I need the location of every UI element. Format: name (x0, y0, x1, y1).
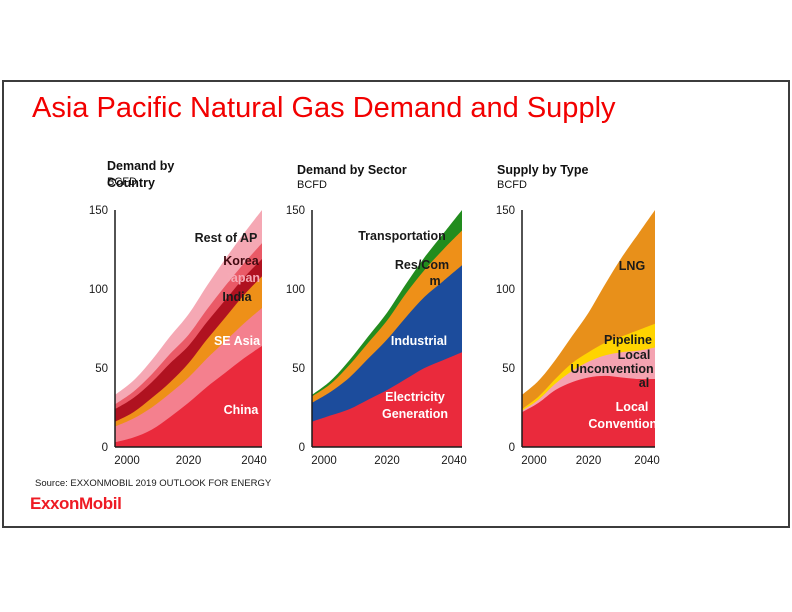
series-label-local-unconventional: Local (618, 348, 651, 362)
slide: Asia Pacific Natural Gas Demand and Supp… (2, 80, 790, 528)
series-label-korea: Korea (223, 254, 259, 268)
series-label-transportation: Transportation (358, 229, 446, 243)
supply-by-type-chart: 0 50 100 150 2000 2020 2040 Local Conventional Lo… (496, 205, 668, 467)
y-tick-label: 100 (286, 284, 305, 296)
series-label-india: India (222, 290, 252, 304)
y-tick-label: 0 (102, 442, 108, 454)
source-text: Source: EXXONMOBIL 2019 OUTLOOK FOR ENER… (35, 478, 272, 489)
area-china (115, 345, 262, 447)
chart-unit-bcfd: BCFD (107, 176, 137, 188)
y-tick-label: 100 (89, 284, 108, 296)
demand-by-country-chart: 0 50 100 150 2000 2020 2040 China SE Asia India Ja… (89, 205, 267, 467)
series-label-pipeline: Pipeline (604, 333, 652, 347)
y-tick-label: 150 (89, 205, 108, 217)
x-tick-label: 2040 (634, 455, 660, 467)
series-label-res-comm: m (429, 274, 440, 288)
series-label-local-conventional: Conventional (588, 417, 667, 431)
exxonmobil-logo: ExxonMobil (30, 494, 122, 513)
series-label-local-conventional: Local (616, 400, 649, 414)
demand-by-sector-chart: 0 50 100 150 2000 2020 2040 Electricity Generati… (286, 205, 467, 467)
chart-title-line: Demand by Sector (297, 163, 407, 177)
series-label-electricity-generation: Generation (382, 407, 448, 421)
series-label-lng: LNG (619, 259, 645, 273)
area-local-conventional (522, 375, 655, 447)
chart-title-supply-by-type: Supply by Type BCFD (497, 162, 588, 192)
x-tick-label: 2000 (521, 455, 547, 467)
x-tick-label: 2020 (576, 455, 602, 467)
y-tick-label: 150 (496, 205, 515, 217)
y-tick-label: 50 (502, 363, 515, 375)
series-label-res-comm: Res/Com (395, 258, 449, 272)
y-tick-label: 0 (299, 442, 305, 454)
x-tick-label: 2000 (114, 455, 140, 467)
chart-title-demand-by-country: Demand by Country BCFD (107, 158, 174, 192)
series-label-local-unconventional: al (639, 376, 649, 390)
chart-title-demand-by-sector: Demand by Sector BCFD (297, 162, 407, 192)
y-tick-label: 100 (496, 284, 515, 296)
series-label-japan: Japan (224, 271, 260, 285)
series-label-local-unconventional: Unconvention (570, 362, 653, 376)
y-tick-label: 50 (292, 363, 305, 375)
series-label-china: China (224, 403, 260, 417)
x-tick-label: 2000 (311, 455, 337, 467)
y-tick-label: 150 (286, 205, 305, 217)
chart-unit-bcfd: BCFD (497, 179, 527, 191)
chart-title-line: Supply by Type (497, 163, 589, 177)
chart-title-line: Demand by (107, 159, 175, 173)
page-title: Asia Pacific Natural Gas Demand and Supp… (32, 92, 616, 124)
y-tick-label: 50 (95, 363, 108, 375)
x-tick-label: 2040 (441, 455, 467, 467)
x-tick-label: 2020 (374, 455, 400, 467)
series-label-rest-of-ap: Rest of AP (195, 231, 258, 245)
y-tick-label: 0 (509, 442, 515, 454)
chart-unit-bcfd: BCFD (297, 179, 327, 191)
area-electricity-generation (312, 352, 462, 447)
x-tick-label: 2020 (176, 455, 202, 467)
series-label-se-asia: SE Asia (214, 334, 261, 348)
chart-title-line: Country (107, 176, 155, 190)
x-tick-label: 2040 (241, 455, 267, 467)
series-label-industrial: Industrial (391, 334, 447, 348)
series-label-electricity-generation: Electricity (385, 390, 445, 404)
